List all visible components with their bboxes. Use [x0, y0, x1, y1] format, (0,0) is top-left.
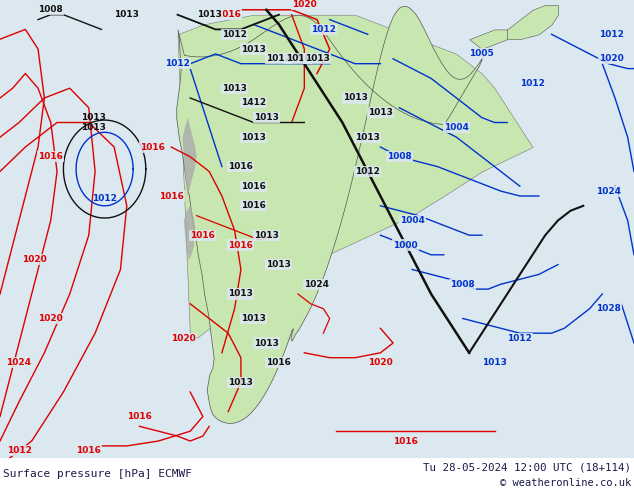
Text: 1013: 1013: [304, 54, 330, 63]
Text: 1020: 1020: [22, 255, 48, 264]
Text: 1012: 1012: [520, 79, 545, 88]
Text: 1013: 1013: [254, 339, 279, 347]
Text: 1005: 1005: [469, 49, 495, 58]
Text: 1013: 1013: [254, 113, 279, 122]
Text: 1016: 1016: [216, 10, 241, 19]
Text: 1016: 1016: [76, 446, 101, 455]
Text: 1024: 1024: [304, 280, 330, 289]
Text: 1028: 1028: [596, 304, 621, 313]
Text: 1012: 1012: [222, 30, 247, 39]
Text: Tu 28-05-2024 12:00 UTC (18+114): Tu 28-05-2024 12:00 UTC (18+114): [423, 463, 631, 473]
Text: 1016: 1016: [285, 54, 311, 63]
Bar: [0, 458, 634, 490]
Text: 1004: 1004: [444, 123, 469, 132]
Text: 1004: 1004: [399, 216, 425, 225]
Text: 1016: 1016: [228, 162, 254, 171]
Text: © weatheronline.co.uk: © weatheronline.co.uk: [500, 478, 631, 488]
Text: 1008: 1008: [387, 152, 412, 161]
Text: 1012: 1012: [507, 334, 533, 343]
Text: 1013: 1013: [266, 260, 292, 269]
Text: 1013: 1013: [241, 133, 266, 142]
Text: 1013: 1013: [241, 45, 266, 53]
Text: 1016: 1016: [393, 437, 418, 445]
Text: 1012: 1012: [165, 59, 190, 68]
Text: 1020: 1020: [171, 334, 197, 343]
Text: 1016: 1016: [127, 412, 152, 421]
Text: 1016: 1016: [139, 143, 165, 151]
Text: 1013: 1013: [482, 358, 507, 367]
Text: 1016: 1016: [241, 201, 266, 210]
Text: 1024: 1024: [6, 358, 32, 367]
Text: 1008: 1008: [38, 5, 63, 14]
Text: 1013: 1013: [355, 133, 380, 142]
Text: 1016: 1016: [158, 192, 184, 200]
Text: 1412: 1412: [241, 98, 266, 107]
Text: 1012: 1012: [311, 25, 336, 34]
Text: 1020: 1020: [599, 54, 624, 63]
Text: 1013: 1013: [254, 231, 279, 240]
Text: 1012: 1012: [6, 446, 32, 455]
Text: 1013: 1013: [81, 113, 107, 122]
Text: 1016: 1016: [190, 231, 216, 240]
Text: Surface pressure [hPa] ECMWF: Surface pressure [hPa] ECMWF: [3, 469, 192, 479]
Text: 1013: 1013: [228, 378, 254, 387]
Text: 1020: 1020: [368, 358, 393, 367]
Text: 1024: 1024: [596, 187, 621, 196]
Text: 1012: 1012: [599, 30, 624, 39]
Text: 1012: 1012: [266, 54, 292, 63]
Text: 1020: 1020: [38, 314, 63, 323]
Text: 1013: 1013: [368, 108, 393, 117]
Text: 1013: 1013: [241, 314, 266, 323]
Text: 1012: 1012: [355, 167, 380, 176]
Text: 1012: 1012: [92, 194, 117, 203]
Text: 1013: 1013: [222, 84, 247, 93]
Text: 1016: 1016: [228, 241, 254, 249]
Text: 1008: 1008: [450, 280, 476, 289]
Text: 1013: 1013: [81, 123, 107, 132]
Text: 1013: 1013: [114, 10, 139, 19]
Text: 1016: 1016: [38, 152, 63, 161]
Text: 1013: 1013: [228, 290, 254, 298]
Text: 1020: 1020: [292, 0, 317, 9]
Text: 1016: 1016: [266, 358, 292, 367]
Text: 1000: 1000: [394, 241, 418, 249]
Text: 1013: 1013: [197, 10, 222, 19]
Text: 1013: 1013: [342, 94, 368, 102]
Text: 1016: 1016: [241, 182, 266, 191]
